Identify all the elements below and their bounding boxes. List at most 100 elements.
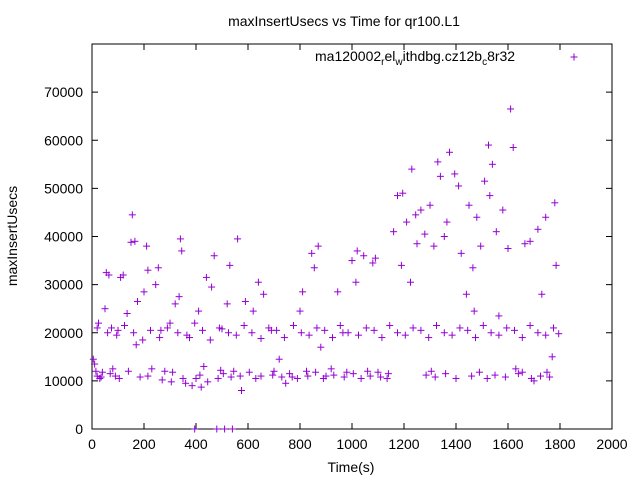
data-point (299, 288, 307, 296)
data-point (97, 373, 105, 381)
data-point (182, 379, 190, 387)
data-point (394, 192, 401, 200)
data-point (221, 425, 229, 433)
y-tick-label: 20000 (44, 325, 83, 341)
data-point (114, 326, 122, 334)
x-tick-label: 1800 (544, 436, 575, 452)
data-point (546, 373, 554, 381)
data-point (492, 228, 500, 236)
data-point (534, 225, 542, 233)
data-point (219, 370, 227, 378)
data-point (139, 336, 147, 344)
data-point (370, 326, 378, 334)
x-tick-label: 1400 (440, 436, 471, 452)
data-point (108, 324, 115, 332)
data-point (537, 372, 544, 380)
data-point (169, 368, 177, 376)
data-point (542, 331, 550, 339)
data-point (179, 374, 187, 382)
data-point (543, 368, 551, 376)
data-point (349, 370, 357, 378)
data-point (371, 254, 379, 262)
data-point (344, 329, 352, 337)
x-tick-label: 1600 (492, 436, 523, 452)
data-point (111, 372, 119, 380)
data-point (538, 290, 546, 298)
data-point (290, 322, 297, 330)
data-point (127, 238, 135, 246)
data-point (115, 374, 123, 382)
data-point (154, 264, 162, 272)
data-point (433, 322, 440, 330)
data-point (407, 278, 414, 286)
data-point (451, 170, 459, 178)
data-point (275, 355, 283, 363)
data-point (257, 372, 265, 380)
y-tick-label: 50000 (44, 180, 83, 196)
data-point (121, 322, 128, 330)
data-point (113, 331, 121, 339)
data-point (446, 148, 453, 156)
data-point (448, 331, 456, 339)
x-axis-label: Time(s) (328, 459, 375, 475)
data-point (436, 172, 444, 180)
legend-marker-plus (570, 53, 578, 61)
data-point (329, 334, 336, 342)
data-point (366, 372, 374, 380)
data-point (464, 326, 472, 334)
y-tick-label: 60000 (44, 132, 83, 148)
x-tick-label: 2000 (596, 436, 627, 452)
data-point (144, 266, 152, 274)
data-point (511, 326, 518, 334)
data-point (143, 242, 151, 250)
data-point (167, 378, 175, 386)
x-tick-label: 1200 (388, 436, 419, 452)
data-point (472, 334, 479, 342)
data-point (166, 319, 174, 327)
data-point (421, 230, 429, 238)
data-point (226, 261, 234, 269)
data-point (163, 324, 171, 332)
data-point (304, 372, 312, 380)
data-point (178, 247, 186, 255)
data-point (483, 374, 491, 382)
data-point (215, 324, 223, 332)
data-point (470, 307, 478, 315)
data-point (495, 312, 503, 320)
data-point (473, 213, 481, 221)
data-point (514, 370, 522, 378)
data-point (132, 341, 140, 349)
data-point (104, 329, 112, 337)
data-point (552, 261, 560, 269)
axis-ticks: 0 200 400 600 800 1000 1200 1400 1600 1800 2000010… (44, 44, 628, 452)
data-point (273, 326, 281, 334)
data-point (236, 372, 244, 380)
data-point (196, 371, 204, 379)
data-point (105, 271, 113, 279)
data-point (131, 237, 139, 245)
data-point (542, 213, 550, 221)
data-point (245, 368, 253, 376)
y-tick-label: 70000 (44, 84, 83, 100)
data-point (123, 310, 131, 317)
x-tick-label: 1000 (336, 436, 367, 452)
x-tick-label: 600 (236, 436, 260, 452)
data-point (174, 329, 182, 337)
data-point (555, 330, 563, 338)
data-point (427, 367, 435, 375)
data-point (296, 307, 304, 315)
data-point (176, 235, 184, 243)
data-point (93, 324, 101, 332)
data-point (440, 233, 448, 240)
data-point (394, 329, 401, 337)
data-point (503, 324, 511, 332)
data-point (377, 373, 385, 381)
data-point (340, 373, 348, 381)
y-tick-label: 40000 (44, 229, 83, 245)
data-point (280, 334, 288, 342)
legend: ma120002relwithdbg.cz12bc8r32 (315, 48, 578, 68)
data-point (462, 290, 470, 298)
data-point (95, 319, 102, 327)
data-point (227, 373, 235, 381)
